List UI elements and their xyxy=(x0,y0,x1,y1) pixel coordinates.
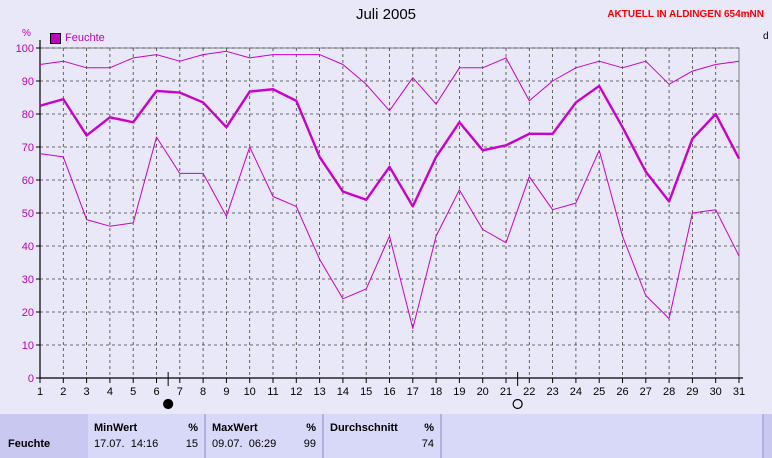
x-tick-label: 15 xyxy=(360,386,372,398)
x-tick-label: 18 xyxy=(430,386,442,398)
y-tick-label: 100 xyxy=(16,43,34,55)
stats-panel: Feuchte MinWert % 17.07. 14:16 15 MaxWer… xyxy=(0,414,772,458)
max-value: 99 xyxy=(303,438,316,450)
avg-unit: % xyxy=(424,422,434,434)
x-tick-label: 30 xyxy=(710,386,722,398)
series-line-min xyxy=(39,136,740,329)
y-tick-label: 80 xyxy=(22,109,34,121)
min-header: MinWert xyxy=(94,422,138,434)
y-tick-label: 60 xyxy=(22,175,34,187)
y-tick-label: 90 xyxy=(22,76,34,88)
x-tick-label: 1 xyxy=(37,386,43,398)
x-tick-label: 7 xyxy=(177,386,183,398)
avg-value: 74 xyxy=(421,438,434,450)
min-value: 15 xyxy=(185,438,198,450)
y-tick-label: 70 xyxy=(22,142,34,154)
x-tick-label: 13 xyxy=(313,386,325,398)
y-tick-label: 40 xyxy=(22,241,34,253)
x-tick-label: 26 xyxy=(616,386,628,398)
chart-title: Juli 2005 xyxy=(355,6,417,23)
x-tick-label: 6 xyxy=(153,386,159,398)
x-tick-label: 24 xyxy=(570,386,582,398)
cut-off-label: d xyxy=(763,31,769,42)
avg-header: Durchschnitt xyxy=(330,422,398,434)
x-tick-label: 8 xyxy=(200,386,206,398)
y-tick-label: 10 xyxy=(22,340,34,352)
series-line-max xyxy=(39,50,740,112)
legend-label: Feuchte xyxy=(65,32,105,44)
x-tick-label: 5 xyxy=(130,386,136,398)
x-tick-label: 17 xyxy=(407,386,419,398)
x-tick-label: 27 xyxy=(640,386,652,398)
x-tick-label: 19 xyxy=(453,386,465,398)
legend-swatch xyxy=(50,32,61,44)
x-tick-label: 22 xyxy=(523,386,535,398)
stats-min-cell: MinWert % 17.07. 14:16 15 xyxy=(88,414,206,458)
x-tick-label: 9 xyxy=(223,386,229,398)
legend: Feuchte xyxy=(50,32,105,44)
x-tick-label: 21 xyxy=(500,386,512,398)
x-tick-label: 25 xyxy=(593,386,605,398)
min-datetime: 17.07. 14:16 xyxy=(94,438,159,450)
x-tick-label: 11 xyxy=(267,386,278,398)
station-label: AKTUELL IN ALDINGEN 654mNN xyxy=(607,9,764,20)
x-tick-label: 28 xyxy=(663,386,675,398)
x-tick-label: 14 xyxy=(337,386,349,398)
max-header: MaxWert xyxy=(212,422,258,434)
x-tick-label: 12 xyxy=(290,386,302,398)
x-tick-label: 2 xyxy=(60,386,66,398)
stats-empty-cell xyxy=(442,414,764,458)
stats-avg-cell: Durchschnitt % 74 xyxy=(324,414,442,458)
y-tick-label: 20 xyxy=(22,307,34,319)
series-line-avg xyxy=(39,84,741,208)
x-tick-label: 16 xyxy=(383,386,395,398)
moon-new-icon xyxy=(512,398,523,410)
min-unit: % xyxy=(188,422,198,434)
x-tick-label: 4 xyxy=(107,386,113,398)
max-datetime: 09.07. 06:29 xyxy=(212,438,277,450)
moon-full-icon xyxy=(163,398,174,410)
y-axis-unit: % xyxy=(22,28,31,39)
y-tick-label: 50 xyxy=(22,208,34,220)
x-tick-label: 20 xyxy=(477,386,489,398)
stats-max-cell: MaxWert % 09.07. 06:29 99 xyxy=(206,414,324,458)
x-tick-label: 29 xyxy=(686,386,698,398)
x-tick-label: 3 xyxy=(84,386,90,398)
x-tick-label: 31 xyxy=(733,386,745,398)
y-tick-label: 0 xyxy=(28,373,34,385)
x-tick-label: 10 xyxy=(244,386,256,398)
stats-row-label: Feuchte xyxy=(8,438,51,450)
y-tick-label: 30 xyxy=(22,274,34,286)
max-unit: % xyxy=(306,422,316,434)
x-tick-label: 23 xyxy=(546,386,558,398)
